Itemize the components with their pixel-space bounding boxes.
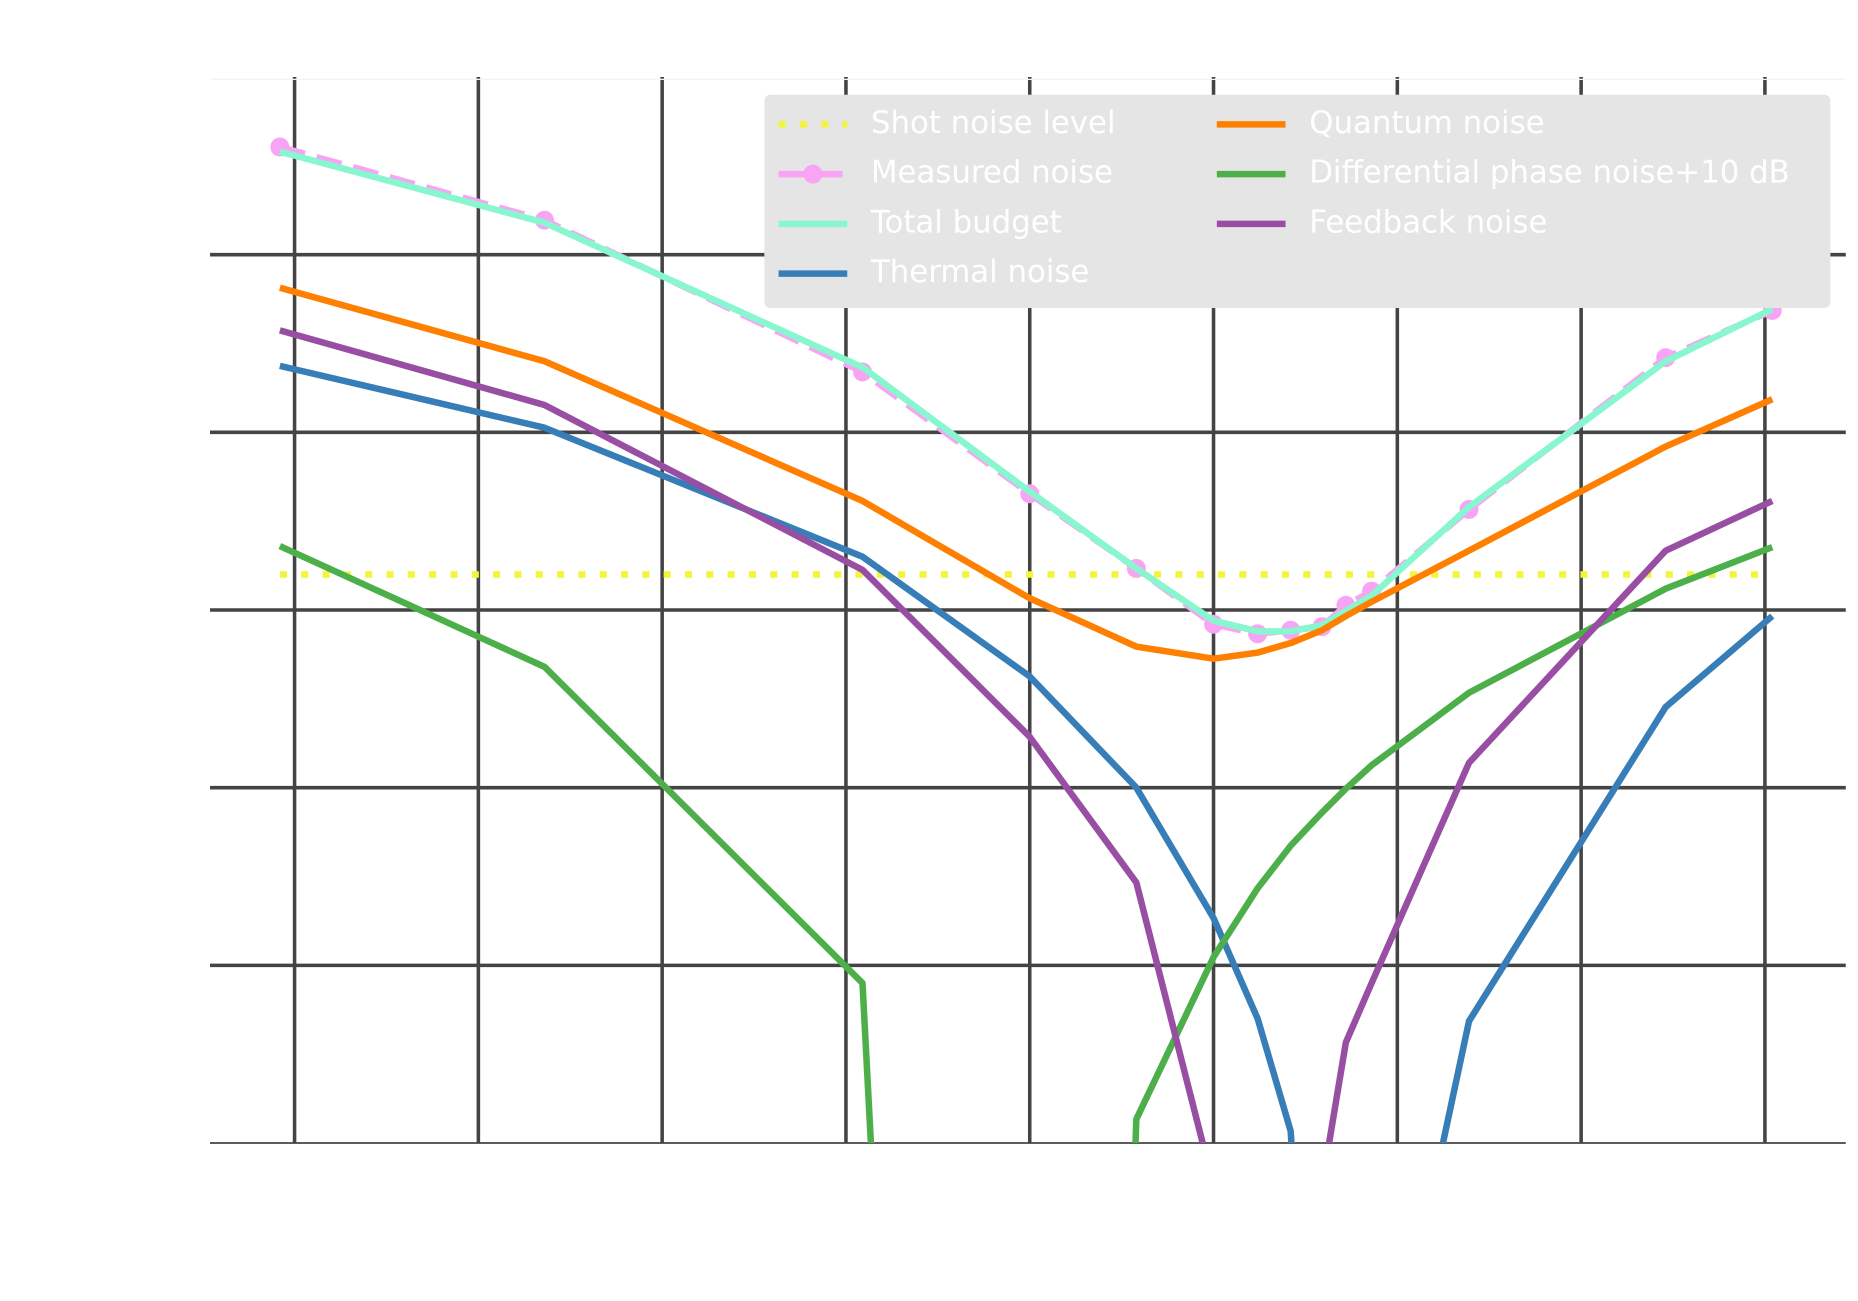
legend-label: Shot noise level xyxy=(871,105,1116,141)
series-line xyxy=(278,543,1774,1144)
legend-label: Differential phase noise+10 dB xyxy=(1309,155,1790,191)
legend-label: Measured noise xyxy=(871,155,1113,191)
series-line xyxy=(278,327,1774,1144)
series-line xyxy=(279,362,1775,1144)
legend-marker xyxy=(803,164,823,184)
plot-area xyxy=(270,137,1782,1144)
legend-box xyxy=(764,94,1831,308)
legend-label: Quantum noise xyxy=(1309,105,1544,141)
series-line xyxy=(278,284,1774,662)
legend-label: Total budget xyxy=(870,204,1062,240)
series-line xyxy=(279,148,1774,635)
legend-label: Thermal noise xyxy=(870,254,1089,290)
legend-label: Feedback noise xyxy=(1309,204,1547,240)
